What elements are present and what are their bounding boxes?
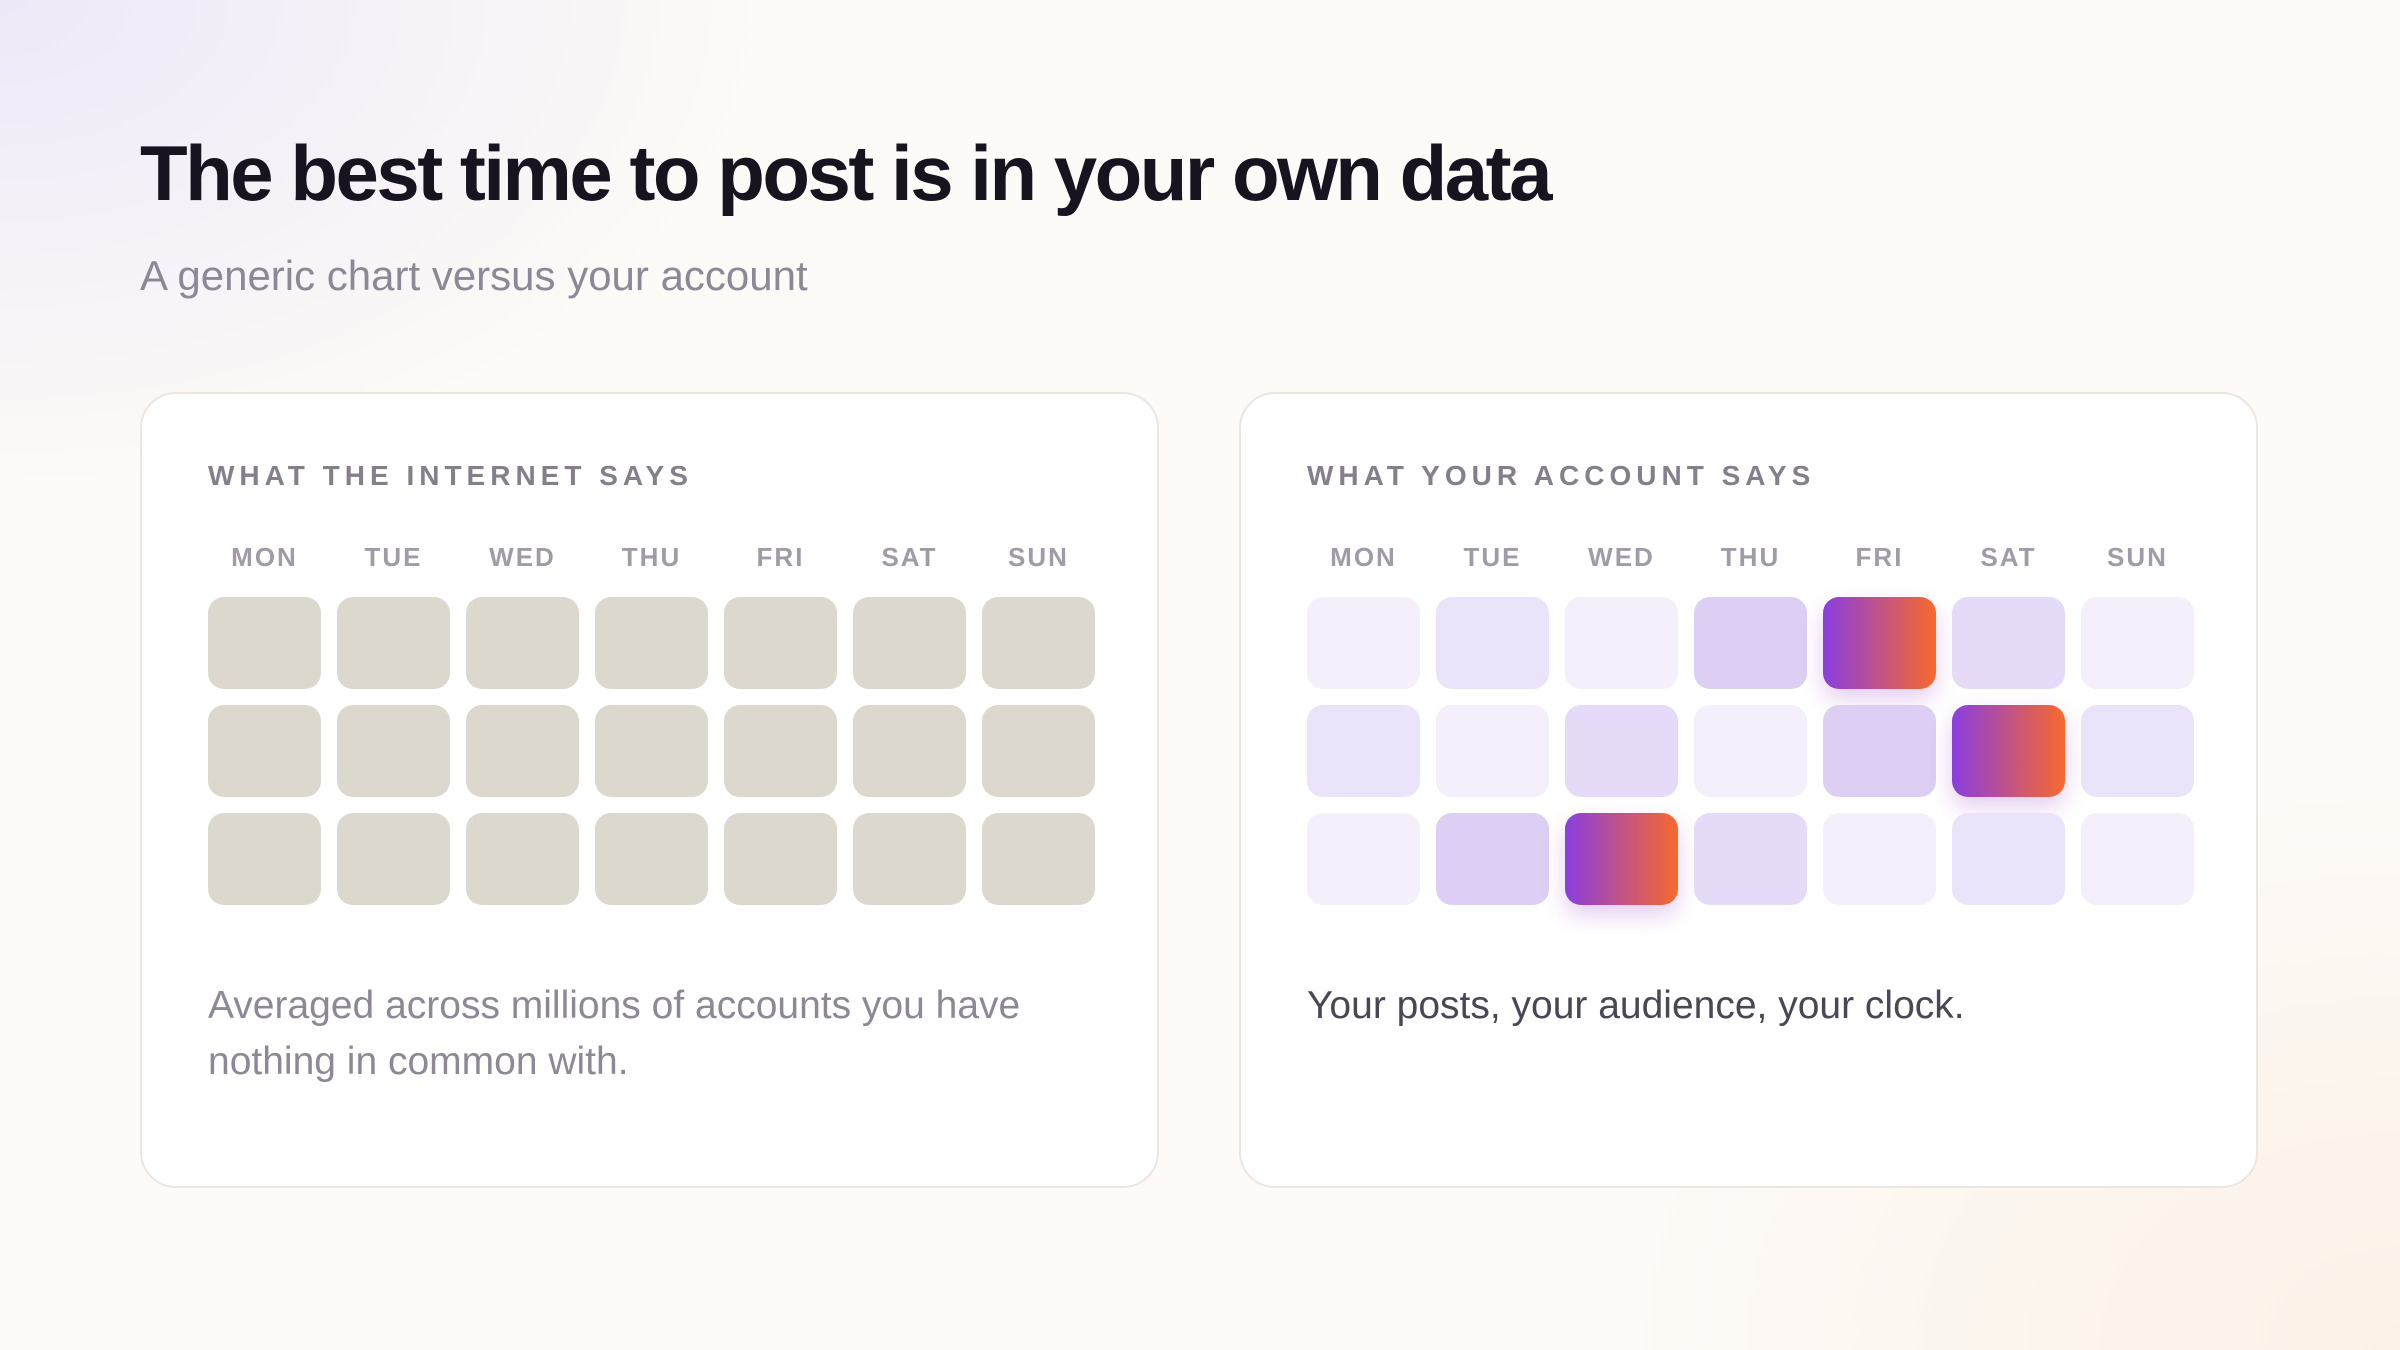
heatmap-cell-tue-row2 xyxy=(337,705,450,797)
heatmap-cell-sat-row2 xyxy=(853,705,966,797)
generic-day-labels: MON TUE WED THU FRI SAT SUN xyxy=(208,542,1096,576)
day-label-mon: MON xyxy=(231,542,298,572)
heatmap-cell-wed-row2 xyxy=(1565,705,1678,797)
heatmap-cell-fri-row1 xyxy=(724,597,837,689)
heatmap-cell-mon-row1 xyxy=(1307,597,1420,689)
day-label-sat: SAT xyxy=(1980,542,2037,572)
day-label-sat: SAT xyxy=(881,542,938,572)
heatmap-cell-sat-row1 xyxy=(853,597,966,689)
account-day-labels: MON TUE WED THU FRI SAT SUN xyxy=(1307,542,2195,576)
heatmap-cell-wed-row3 xyxy=(1565,813,1678,905)
heatmap-cell-tue-row2 xyxy=(1436,705,1549,797)
heatmap-cell-sat-row1 xyxy=(1952,597,2065,689)
generic-chart-heading: WHAT THE INTERNET SAYS xyxy=(208,460,693,491)
account-heatmap-grid xyxy=(1307,597,2195,907)
account-chart-caption: Your posts, your audience, your clock. xyxy=(1307,984,1965,1027)
generic-chart-caption: Averaged across millions of accounts you… xyxy=(208,984,1021,1083)
generic-heatmap-grid xyxy=(208,597,1096,907)
day-label-wed: WED xyxy=(489,542,556,572)
day-label-fri: FRI xyxy=(756,542,805,572)
heatmap-cell-tue-row3 xyxy=(337,813,450,905)
heatmap-cell-sun-row2 xyxy=(982,705,1095,797)
heatmap-cell-fri-row2 xyxy=(1823,705,1936,797)
heatmap-cell-thu-row3 xyxy=(1694,813,1807,905)
heatmap-cell-fri-row3 xyxy=(1823,813,1936,905)
heatmap-cell-thu-row1 xyxy=(1694,597,1807,689)
heatmap-cell-thu-row2 xyxy=(1694,705,1807,797)
heatmap-cell-mon-row1 xyxy=(208,597,321,689)
heatmap-cell-sat-row3 xyxy=(1952,813,2065,905)
heatmap-cell-sun-row1 xyxy=(2081,597,2194,689)
heatmap-cell-thu-row1 xyxy=(595,597,708,689)
generic-chart-card: WHAT THE INTERNET SAYS MON TUE WED THU F… xyxy=(140,392,1159,1188)
day-label-tue: TUE xyxy=(364,542,423,572)
heatmap-cell-fri-row3 xyxy=(724,813,837,905)
heatmap-cell-sun-row1 xyxy=(982,597,1095,689)
page-subtitle: A generic chart versus your account xyxy=(140,252,808,299)
heatmap-cell-sat-row2 xyxy=(1952,705,2065,797)
heatmap-cell-sun-row3 xyxy=(982,813,1095,905)
day-label-sun: SUN xyxy=(1008,542,1069,572)
account-chart-heading: WHAT YOUR ACCOUNT SAYS xyxy=(1307,460,1816,491)
heatmap-cell-mon-row3 xyxy=(208,813,321,905)
day-label-wed: WED xyxy=(1588,542,1655,572)
heatmap-cell-thu-row3 xyxy=(595,813,708,905)
day-label-thu: THU xyxy=(1720,542,1781,572)
heatmap-cell-wed-row3 xyxy=(466,813,579,905)
page-title: The best time to post is in your own dat… xyxy=(140,129,1552,217)
day-label-thu: THU xyxy=(621,542,682,572)
heatmap-cell-fri-row2 xyxy=(724,705,837,797)
heatmap-cell-mon-row2 xyxy=(1307,705,1420,797)
day-label-mon: MON xyxy=(1330,542,1397,572)
day-label-fri: FRI xyxy=(1855,542,1904,572)
heatmap-cell-tue-row1 xyxy=(1436,597,1549,689)
day-label-sun: SUN xyxy=(2107,542,2168,572)
heatmap-cell-tue-row3 xyxy=(1436,813,1549,905)
account-chart-card: WHAT YOUR ACCOUNT SAYS MON TUE WED THU F… xyxy=(1239,392,2258,1188)
day-label-tue: TUE xyxy=(1463,542,1522,572)
heatmap-cell-thu-row2 xyxy=(595,705,708,797)
heatmap-cell-mon-row2 xyxy=(208,705,321,797)
heatmap-cell-fri-row1 xyxy=(1823,597,1936,689)
heatmap-cell-wed-row1 xyxy=(466,597,579,689)
heatmap-cell-wed-row2 xyxy=(466,705,579,797)
heatmap-cell-sun-row2 xyxy=(2081,705,2194,797)
heatmap-cell-sun-row3 xyxy=(2081,813,2194,905)
heatmap-cell-tue-row1 xyxy=(337,597,450,689)
heatmap-cell-mon-row3 xyxy=(1307,813,1420,905)
heatmap-cell-sat-row3 xyxy=(853,813,966,905)
heatmap-cell-wed-row1 xyxy=(1565,597,1678,689)
